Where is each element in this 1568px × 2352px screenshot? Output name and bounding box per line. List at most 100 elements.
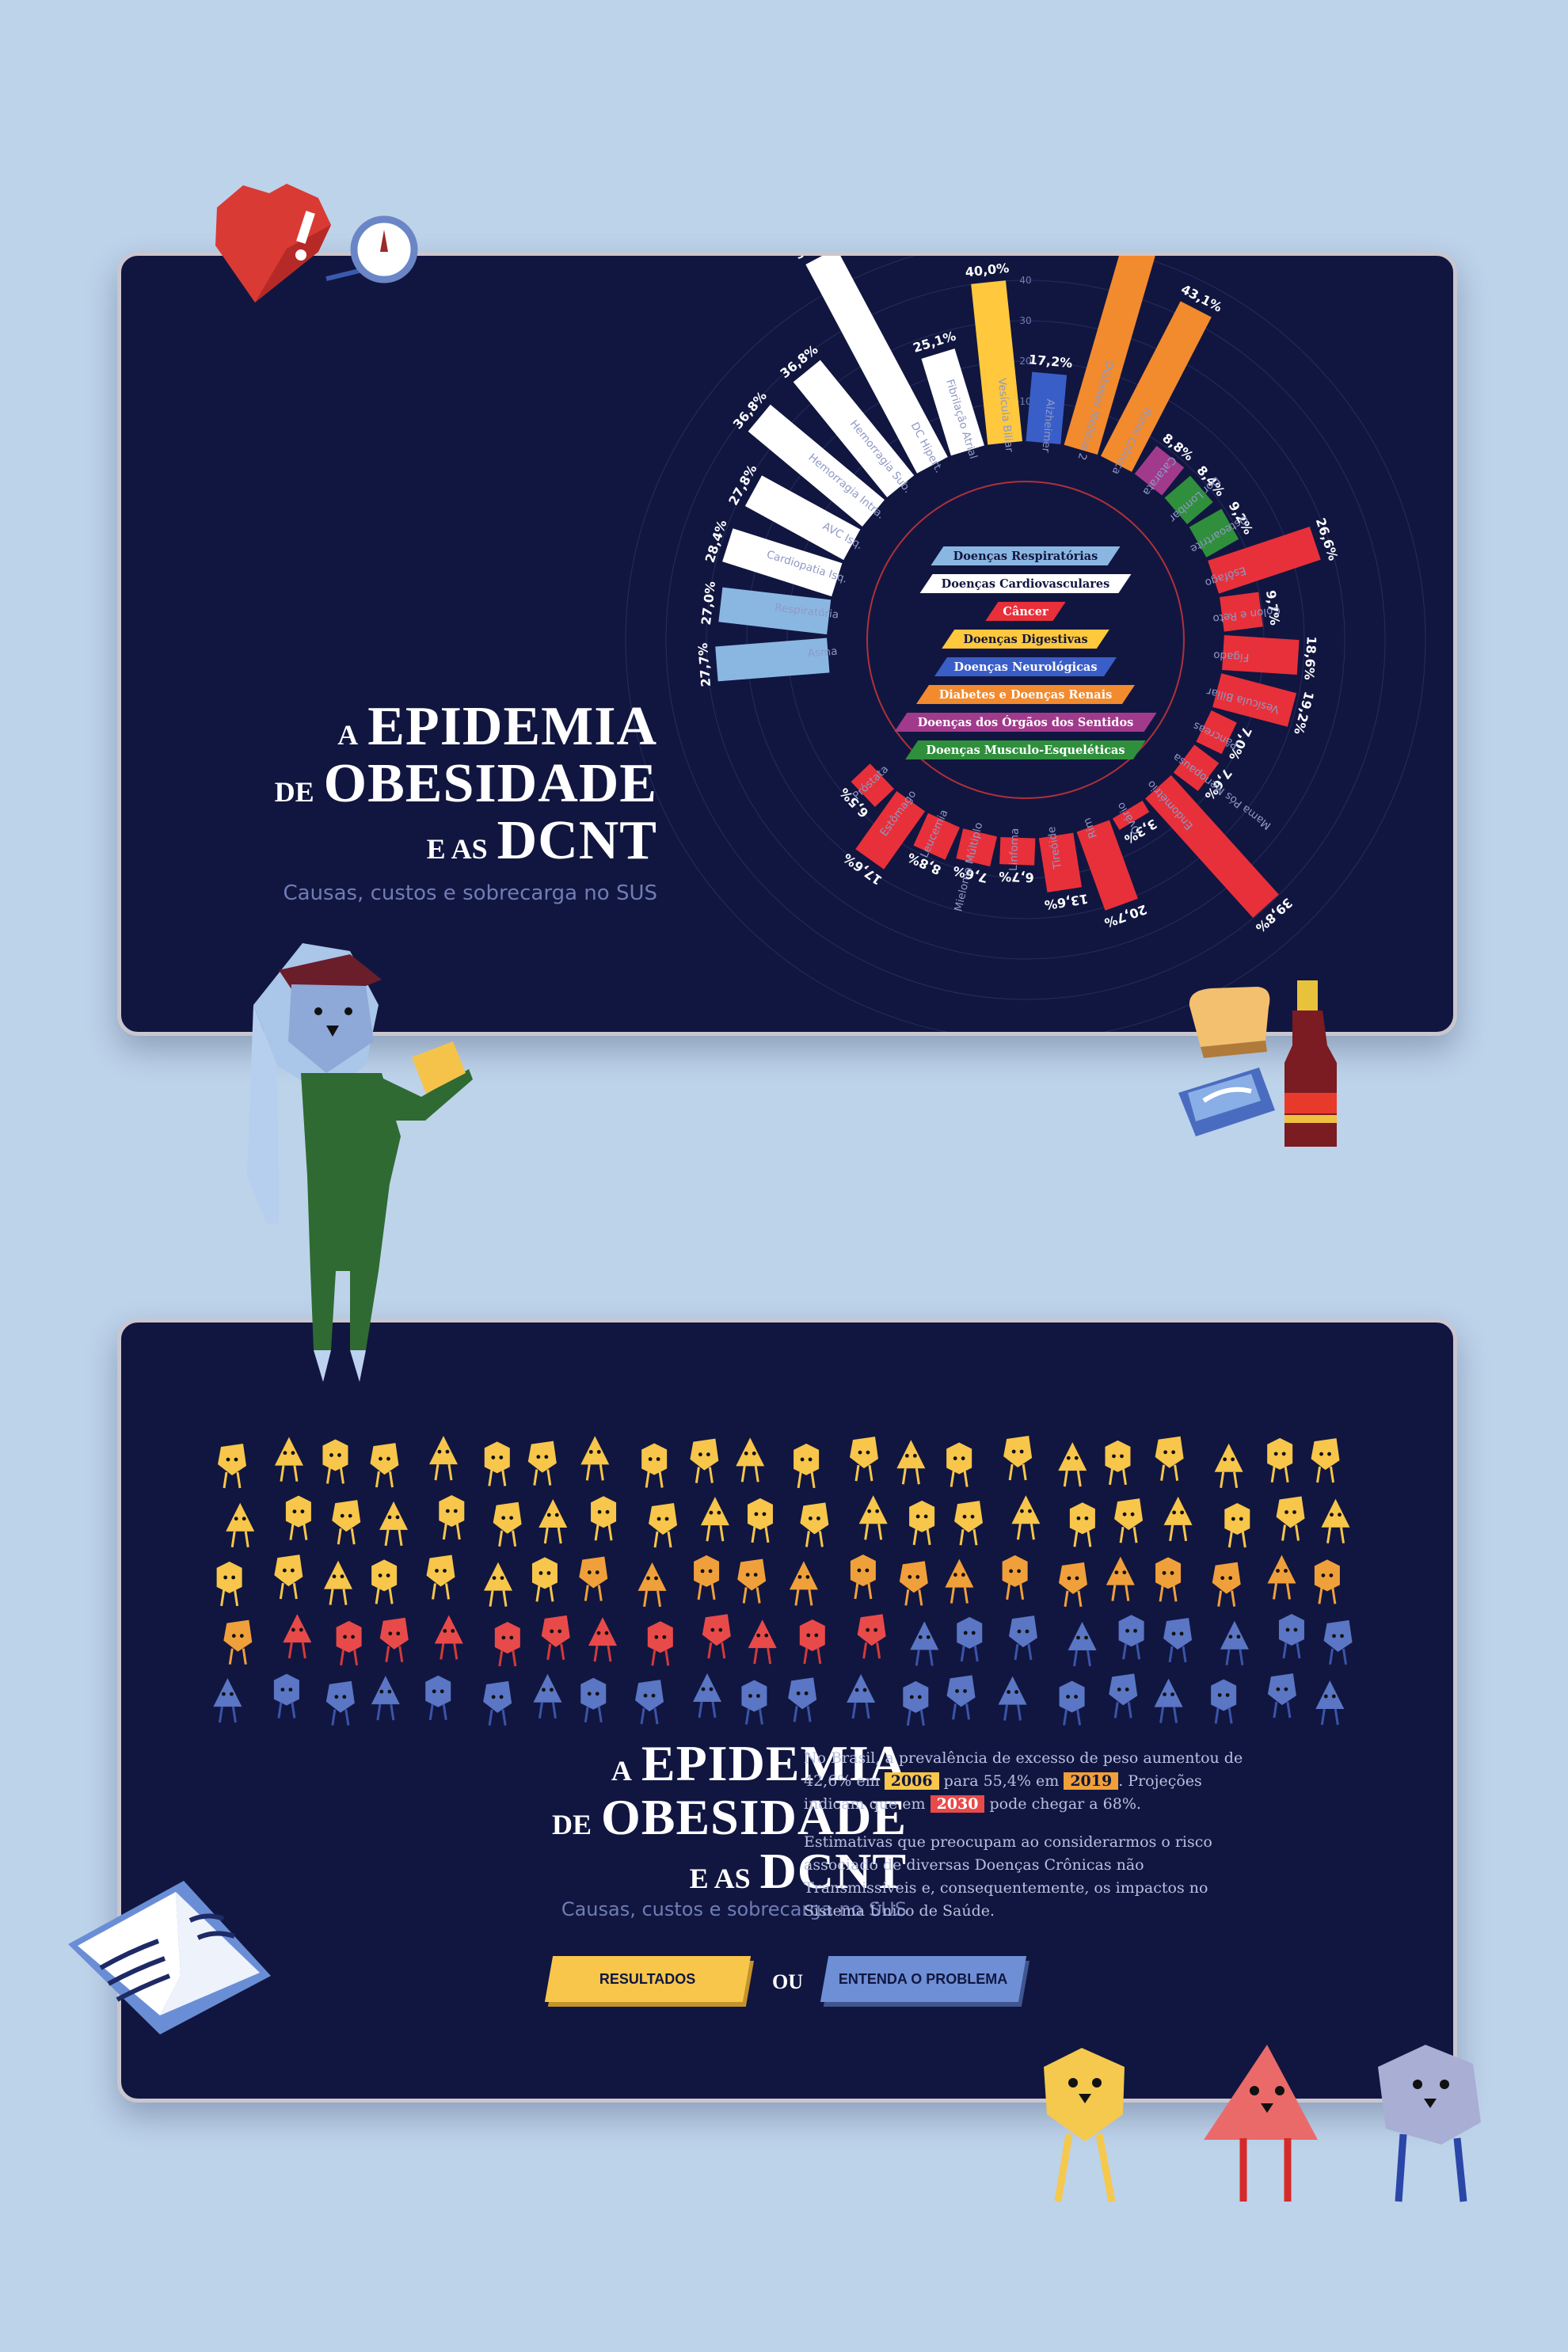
intro-text-d: pode chegar a 68%. xyxy=(989,1795,1141,1813)
crowd-monster xyxy=(737,1558,767,1604)
bar-group: 18,6% Fígado xyxy=(1213,635,1319,681)
bar xyxy=(1196,710,1237,755)
crowd-monster xyxy=(223,1619,253,1665)
inner-ring xyxy=(866,481,1185,799)
grid-circle xyxy=(706,320,1345,960)
crowd-monster xyxy=(858,1495,888,1540)
crowd-illustration xyxy=(213,1436,1353,1726)
bar xyxy=(1134,446,1185,496)
crowd-monster xyxy=(747,1498,773,1543)
bar-group: 13,6%Tireóide xyxy=(1038,826,1090,913)
crowd-monster xyxy=(379,1617,409,1662)
landing-title-line2: OBESIDADE xyxy=(601,1789,907,1845)
results-button[interactable]: RESULTADOS xyxy=(544,1956,752,2002)
intro-text-a: No Brasil, a prevalência de excesso de p… xyxy=(804,1749,1243,1790)
legend-tag xyxy=(919,574,1132,593)
bar xyxy=(999,836,1036,866)
bar xyxy=(718,587,832,635)
crowd-monster xyxy=(283,1614,312,1659)
crowd-monster xyxy=(274,1555,303,1600)
crowd-monster xyxy=(641,1443,668,1488)
bar-group: 6,7%Linfoma xyxy=(999,828,1036,885)
crowd-monster xyxy=(736,1437,765,1482)
crowd-monster xyxy=(850,1555,876,1600)
landing-title-a: A xyxy=(611,1755,632,1787)
crowd-monster xyxy=(946,1442,972,1487)
crowd-monster xyxy=(910,1621,939,1666)
crowd-monster xyxy=(1118,1615,1144,1660)
crowd-monster xyxy=(332,1500,361,1545)
bar xyxy=(1026,371,1068,444)
crowd-monster xyxy=(580,1436,610,1481)
bar-value-label: 6,7% xyxy=(999,869,1034,885)
tick-label: 30 xyxy=(1019,315,1031,326)
bar xyxy=(793,360,915,497)
crowd-monster xyxy=(494,1621,520,1667)
crowd-monster xyxy=(336,1620,362,1666)
hero-title-line2: OBESIDADE xyxy=(323,753,657,814)
crowd-monster xyxy=(1211,1679,1237,1724)
bar-value-label: 18,6% xyxy=(1301,636,1319,681)
crowd-monster xyxy=(847,1674,876,1719)
bar-group: 27,7% Asma xyxy=(695,637,838,687)
crowd-monster xyxy=(1323,1619,1353,1665)
crowd-monster xyxy=(945,1558,974,1604)
crowd-monster xyxy=(692,1673,721,1718)
person-reading-figure xyxy=(247,943,473,1382)
crowd-monster xyxy=(322,1439,348,1484)
crowd-monster xyxy=(649,1502,678,1548)
year-badge-2030: 2030 xyxy=(930,1795,985,1813)
crowd-monster xyxy=(285,1495,311,1540)
monsters-trio-illustration xyxy=(1044,2045,1481,2202)
legend-tag xyxy=(931,546,1121,565)
grid-circle xyxy=(746,360,1305,919)
crowd-monster xyxy=(1008,1616,1037,1661)
crowd-monster xyxy=(1059,1680,1085,1726)
bar xyxy=(851,763,894,807)
crowd-monster xyxy=(426,1555,455,1600)
landing-title-eas: E AS xyxy=(689,1863,751,1894)
crowd-monster xyxy=(425,1675,451,1721)
bar-group: 40,0%Vesícula Biliar xyxy=(965,261,1023,453)
landing-title-line1: EPIDEMIA xyxy=(641,1735,907,1791)
bar-group: 9,2%Osteoartrite xyxy=(1188,499,1256,558)
crowd-monster xyxy=(1276,1496,1305,1541)
results-button-label: RESULTADOS xyxy=(599,1970,696,1987)
crowd-monster xyxy=(533,1673,562,1719)
crowd-monster xyxy=(588,1617,618,1662)
crowd-monster xyxy=(1058,1562,1087,1608)
bar-value-label: 40,0% xyxy=(965,261,1010,280)
crowd-monster xyxy=(741,1680,767,1725)
crowd-monster xyxy=(789,1561,818,1606)
crowd-monster xyxy=(637,1562,667,1608)
tick-label: 40 xyxy=(1019,275,1031,286)
bar xyxy=(921,348,984,456)
crowd-monster xyxy=(541,1615,570,1661)
understand-problem-button[interactable]: ENTENDA O PROBLEMA xyxy=(820,1956,1027,2002)
crowd-monster xyxy=(788,1677,817,1722)
bar xyxy=(748,404,885,527)
crowd-monster xyxy=(428,1436,458,1481)
crowd-monster xyxy=(226,1502,255,1547)
bar xyxy=(1164,475,1213,525)
crowd-monster xyxy=(694,1555,720,1600)
crowd-monster xyxy=(325,1680,355,1726)
crowd-monster xyxy=(273,1673,299,1718)
crowd-monster xyxy=(794,1443,820,1489)
crowd-monster xyxy=(1321,1498,1350,1543)
tick-label: 10 xyxy=(1019,396,1031,407)
crowd-monster xyxy=(579,1556,608,1601)
bar-category-label: Alzheimer xyxy=(1039,398,1056,453)
intro-text-c: . Projeções indicam que em xyxy=(804,1772,1202,1813)
bar-group: 17,2% Alzheimer xyxy=(1026,352,1073,453)
legend-tag xyxy=(942,630,1109,649)
crowd-monster xyxy=(323,1560,352,1605)
crowd-monster xyxy=(531,1557,558,1602)
bar xyxy=(744,475,861,561)
bar xyxy=(1076,820,1138,911)
understand-problem-button-label: ENTENDA O PROBLEMA xyxy=(839,1970,1008,1987)
crowd-monster xyxy=(580,1677,607,1723)
hero-title-a: A xyxy=(337,719,359,751)
radial-bar-chart: 102030405027,7%Asma27,0%Respiratória28,4… xyxy=(625,256,1426,1032)
bar xyxy=(715,637,830,682)
